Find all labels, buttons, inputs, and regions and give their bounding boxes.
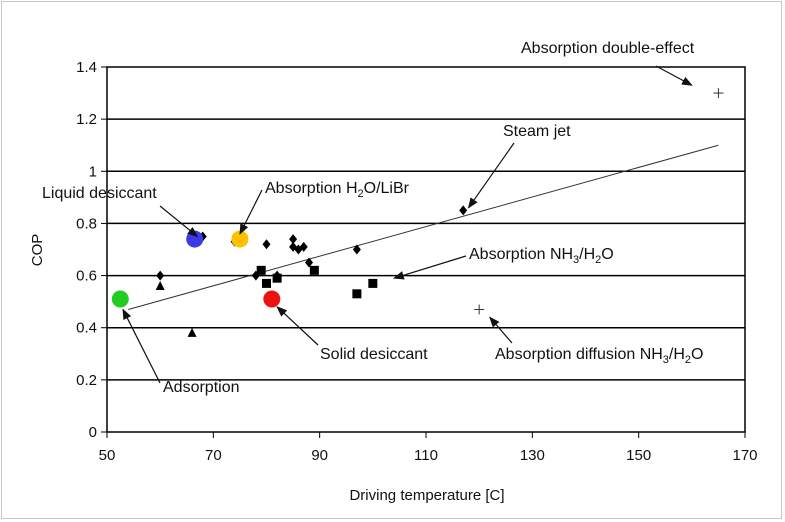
triangle-point xyxy=(155,281,165,290)
diamond-point xyxy=(459,205,468,216)
x-tick-label: 50 xyxy=(99,447,116,464)
axis-ticks: 0 0.2 0.4 0.6 0.8 1 1.2 1.4 50 70 90 110 130 150 170 xyxy=(76,59,757,464)
annotation-label-solid-desiccant: Solid desiccant xyxy=(320,346,428,363)
y-axis-label: COP xyxy=(29,234,46,267)
y-tick-label: 0.4 xyxy=(76,320,97,337)
annotation-liquid-desiccant: Liquid desiccant xyxy=(42,185,199,238)
diamond-point xyxy=(352,244,361,255)
annotation-arrow xyxy=(655,65,693,86)
plot-area-border xyxy=(106,66,746,433)
square-point xyxy=(352,289,362,299)
annotation-label-absorption-double: Absorption double-effect xyxy=(521,40,695,57)
annotation-absorption-diffusion: Absorption diffusion NH3/H2O xyxy=(489,316,704,366)
annotation-arrow xyxy=(159,205,199,238)
diamond-point xyxy=(305,257,314,268)
label-subscript: 2 xyxy=(595,254,601,266)
label-text: /H xyxy=(579,246,595,263)
label-text: Absorption NH xyxy=(469,246,573,263)
annotation-solid-desiccant: Solid desiccant xyxy=(276,306,428,363)
data-points xyxy=(111,88,724,337)
y-tick-label: 0.2 xyxy=(76,372,97,389)
x-tick-label: 130 xyxy=(520,447,545,464)
square-point xyxy=(309,265,319,275)
label-subscript: 3 xyxy=(663,354,669,366)
annotation-label-steam-jet: Steam jet xyxy=(503,123,571,140)
plus-point xyxy=(474,304,485,315)
grid-lines xyxy=(107,118,745,381)
annotations: Liquid desiccant Absorption H2O/LiBrSteam… xyxy=(42,40,704,396)
annotation-label-liquid-desiccant: Liquid desiccant xyxy=(42,185,157,202)
annotation-arrow xyxy=(122,308,161,384)
trendline-group xyxy=(128,144,719,310)
annotation-steam-jet: Steam jet xyxy=(467,123,571,209)
label-text: /H xyxy=(669,346,685,363)
y-tick-label: 0.6 xyxy=(76,268,97,285)
x-tick-label: 90 xyxy=(311,447,328,464)
annotation-label-adsorption: Adsorption xyxy=(163,379,240,396)
annotation-label-absorption-libr: Absorption H2O/LiBr xyxy=(265,180,410,200)
x-tick-label: 70 xyxy=(205,447,222,464)
square-point xyxy=(256,265,266,275)
diamond-point xyxy=(299,241,308,252)
highlight-point xyxy=(263,290,281,308)
label-text: O xyxy=(691,346,703,363)
annotation-label-absorption-diffusion: Absorption diffusion NH3/H2O xyxy=(495,346,704,366)
highlight-point xyxy=(186,230,204,248)
label-subscript: 2 xyxy=(358,188,364,200)
label-subscript: 2 xyxy=(685,354,691,366)
trendline xyxy=(128,144,719,310)
annotation-absorption-nh3: Absorption NH3/H2O xyxy=(393,246,614,280)
plus-point xyxy=(713,88,724,99)
y-tick-label: 0.8 xyxy=(76,215,97,232)
diamond-point xyxy=(156,270,165,281)
annotation-arrow xyxy=(276,306,319,346)
diamond-point xyxy=(262,239,271,250)
label-text: Absorption H xyxy=(265,180,358,197)
x-tick-label: 110 xyxy=(414,447,438,464)
label-text: O/LiBr xyxy=(364,180,410,197)
annotation-absorption-double: Absorption double-effect xyxy=(521,40,695,86)
highlight-point xyxy=(111,290,129,308)
annotation-arrow xyxy=(393,255,467,280)
diamond-point xyxy=(289,234,298,245)
square-point xyxy=(368,278,378,288)
square-point xyxy=(262,278,271,288)
y-tick-label: 1 xyxy=(89,163,97,180)
annotation-arrow xyxy=(239,189,263,235)
annotation-label-absorption-nh3: Absorption NH3/H2O xyxy=(469,246,614,266)
annotation-arrow xyxy=(489,316,513,344)
y-tick-label: 0 xyxy=(89,424,97,441)
label-subscript: 3 xyxy=(573,254,579,266)
y-tick-label: 1.4 xyxy=(76,59,97,76)
triangle-point xyxy=(187,327,197,337)
square-point xyxy=(272,273,282,283)
label-text: Absorption diffusion NH xyxy=(495,346,663,363)
x-tick-label: 170 xyxy=(732,447,757,464)
annotation-arrow xyxy=(467,142,515,209)
y-tick-label: 1.2 xyxy=(76,111,97,128)
x-axis-label: Driving temperature [C] xyxy=(349,487,504,504)
x-tick-label: 150 xyxy=(626,447,651,464)
label-text: O xyxy=(601,246,613,263)
annotation-adsorption: Adsorption xyxy=(122,308,240,396)
annotation-absorption-libr: Absorption H2O/LiBr xyxy=(239,180,410,235)
